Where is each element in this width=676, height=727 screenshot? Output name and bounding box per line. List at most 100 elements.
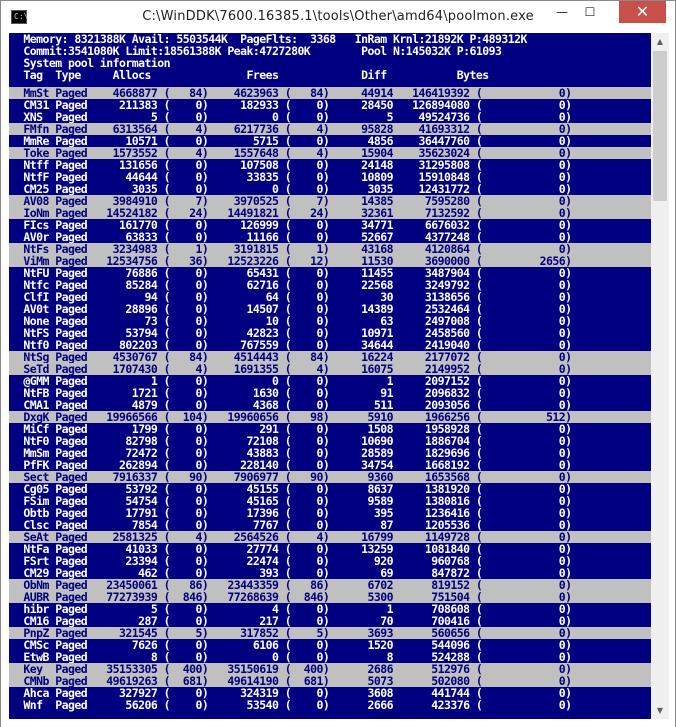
header-text: Tag Type Allocs Frees Diff Bytes [17,68,489,82]
pool-row-text: CMSc Paged 7626 ( 0) 6106 ( 0) 1520 5440… [17,638,572,652]
header-text: Commit:3541080K Limit:18561388K Peak:472… [17,44,502,58]
pool-row-text: NtFS Paged 53794 ( 0) 42823 ( 0) 10971 2… [17,326,572,340]
pool-row-text: Clsc Paged 7854 ( 0) 7767 ( 0) 87 120553… [17,518,572,532]
pool-row-text: CM25 Paged 3035 ( 0) 0 ( 0) 3035 1243177… [17,182,572,196]
pool-row-text: MmRe Paged 10571 ( 0) 5715 ( 0) 4856 364… [17,134,572,148]
pool-row-text: NtfF Paged 44644 ( 0) 33835 ( 0) 10809 1… [17,170,572,184]
pool-row-text: DxgK Paged 19966566 ( 104) 19960656 ( 98… [17,410,572,424]
pool-row: CM16 Paged 287 ( 0) 217 ( 0) 70 700416 (… [9,615,651,627]
pool-row: NtFa Paged 41033 ( 0) 27774 ( 0) 13259 1… [9,543,651,555]
scroll-down-arrow-icon[interactable]: ▼ [656,706,664,715]
pool-row: FMfn Paged 6313564 ( 4) 6217736 ( 4) 958… [9,123,651,135]
pool-row-text: Key Paged 35153305 ( 400) 35150619 ( 400… [17,662,572,676]
pool-row: NtfF Paged 44644 ( 0) 33835 ( 0) 10809 1… [9,171,651,183]
pool-row-text: Ntfc Paged 85284 ( 0) 62716 ( 0) 22568 3… [17,278,572,292]
pool-row-text: PfFK Paged 262894 ( 0) 228140 ( 0) 34754… [17,458,572,472]
header-text: System pool information [17,56,170,70]
header-line: Memory: 8321388K Avail: 5503544K PageFlt… [9,33,651,45]
pool-row: FIcs Paged 161770 ( 0) 126999 ( 0) 34771… [9,219,651,231]
pool-row: CMA1 Paged 4879 ( 0) 4368 ( 0) 511 20930… [9,399,651,411]
pool-row-text: SeTd Paged 1707430 ( 4) 1691355 ( 4) 160… [17,362,572,376]
pool-row: Ntf0 Paged 802203 ( 0) 767559 ( 0) 34644… [9,339,651,351]
pool-row-text: CM16 Paged 287 ( 0) 217 ( 0) 70 700416 (… [17,614,572,628]
pool-row: ViMm Paged 12534756 ( 36) 12523226 ( 12)… [9,255,651,267]
pool-row: PfFK Paged 262894 ( 0) 228140 ( 0) 34754… [9,459,651,471]
pool-row-text: NtFB Paged 1721 ( 0) 1630 ( 0) 91 209683… [17,386,572,400]
pool-row: EtwB Paged 8 ( 0) 0 ( 0) 8 524288 ( 0) [9,651,651,663]
pool-row-text: Obtb Paged 17791 ( 0) 17396 ( 0) 395 123… [17,506,572,520]
pool-row-text: XNS Paged 5 ( 0) 0 ( 0) 5 49524736 ( 0) [17,110,572,124]
pool-row-text: @GMM Paged 1 ( 0) 0 ( 0) 1 2097152 ( 0) [17,374,572,388]
pool-row: XNS Paged 5 ( 0) 0 ( 0) 5 49524736 ( 0) [9,111,651,123]
pool-row-text: Cg05 Paged 53792 ( 0) 45155 ( 0) 8637 13… [17,482,572,496]
pool-row: NtFB Paged 1721 ( 0) 1630 ( 0) 91 209683… [9,387,651,399]
pool-row-text: MiCf Paged 1799 ( 0) 291 ( 0) 1508 19589… [17,422,572,436]
pool-row-text: IoNm Paged 14524182 ( 24) 14491821 ( 24)… [17,206,572,220]
pool-row: CMNb Paged 49619263 ( 681) 49614190 ( 68… [9,675,651,687]
pool-row-text: CM31 Paged 211383 ( 0) 182933 ( 0) 28450… [17,98,572,112]
pool-row: AUBR Paged 77273939 ( 846) 77268639 ( 84… [9,591,651,603]
pool-row-text: Ntff Paged 131656 ( 0) 107508 ( 0) 24148… [17,158,572,172]
scroll-up-arrow-icon[interactable]: ▲ [656,37,664,46]
pool-row-text: CMA1 Paged 4879 ( 0) 4368 ( 0) 511 20930… [17,398,572,412]
pool-row-text: NtF0 Paged 82798 ( 0) 72108 ( 0) 10690 1… [17,434,572,448]
pool-row: CM25 Paged 3035 ( 0) 0 ( 0) 3035 1243177… [9,183,651,195]
pool-row-text: CMNb Paged 49619263 ( 681) 49614190 ( 68… [17,674,572,688]
pool-row: Sect Paged 7916337 ( 90) 7906977 ( 90) 9… [9,471,651,483]
pool-row: Cg05 Paged 53792 ( 0) 45155 ( 0) 8637 13… [9,483,651,495]
pool-row: NtFs Paged 3234983 ( 1) 3191815 ( 1) 431… [9,243,651,255]
pool-row: CMSc Paged 7626 ( 0) 6106 ( 0) 1520 5440… [9,639,651,651]
header-line: System pool information [9,57,651,69]
pool-row-text: ObNm Paged 23450061 ( 86) 23443359 ( 86)… [17,578,572,592]
pool-row-text: NtFs Paged 3234983 ( 1) 3191815 ( 1) 431… [17,242,572,256]
pool-row: NtF0 Paged 82798 ( 0) 72108 ( 0) 10690 1… [9,435,651,447]
pool-row: MmSm Paged 72472 ( 0) 43883 ( 0) 28589 1… [9,447,651,459]
pool-row: Toke Paged 1573552 ( 4) 1557648 ( 4) 159… [9,147,651,159]
pool-row-text: FMfn Paged 6313564 ( 4) 6217736 ( 4) 958… [17,122,572,136]
pool-row-text: ClfI Paged 94 ( 0) 64 ( 0) 30 3138656 ( … [17,290,572,304]
pool-row-text: AV0t Paged 28896 ( 0) 14507 ( 0) 14389 2… [17,302,572,316]
header-line: Tag Type Allocs Frees Diff Bytes [9,69,651,81]
pool-row: Wnf Paged 56206 ( 0) 53540 ( 0) 2666 423… [9,699,651,711]
pool-row-text: AV08 Paged 3984910 ( 7) 3970525 ( 7) 143… [17,194,572,208]
pool-row-text: NtFU Paged 76886 ( 0) 65431 ( 0) 11455 3… [17,266,572,280]
pool-row-text: Wnf Paged 56206 ( 0) 53540 ( 0) 2666 423… [17,698,572,712]
maximize-button[interactable]: ☐ [584,5,596,19]
pool-row: @GMM Paged 1 ( 0) 0 ( 0) 1 2097152 ( 0) [9,375,651,387]
pool-row-text: NtFa Paged 41033 ( 0) 27774 ( 0) 13259 1… [17,542,572,556]
pool-row: Ahca Paged 327927 ( 0) 324319 ( 0) 3608 … [9,687,651,699]
pool-row-text: NtSg Paged 4530767 ( 84) 4514443 ( 84) 1… [17,350,572,364]
console-icon-glyph: C:\ [14,12,29,21]
vertical-scrollbar[interactable]: ▲ ▼ [651,33,669,719]
close-button[interactable]: ✕ [619,1,666,23]
scroll-thumb[interactable] [653,51,667,201]
pool-row: Clsc Paged 7854 ( 0) 7767 ( 0) 87 120553… [9,519,651,531]
header-text: Memory: 8321388K Avail: 5503544K PageFlt… [17,33,527,46]
pool-row: NtFS Paged 53794 ( 0) 42823 ( 0) 10971 2… [9,327,651,339]
window-bottom-edge [1,719,675,727]
pool-row-text: FIcs Paged 161770 ( 0) 126999 ( 0) 34771… [17,218,572,232]
pool-row: NtSg Paged 4530767 ( 84) 4514443 ( 84) 1… [9,351,651,363]
title-bar[interactable]: C:\ C:\WinDDK\7600.16385.1\tools\Other\a… [1,1,675,34]
pool-row: CM31 Paged 211383 ( 0) 182933 ( 0) 28450… [9,99,651,111]
pool-row: ClfI Paged 94 ( 0) 64 ( 0) 30 3138656 ( … [9,291,651,303]
pool-row-text: MmSt Paged 4668877 ( 84) 4623963 ( 84) 4… [17,86,572,100]
pool-row: hibr Paged 5 ( 0) 4 ( 0) 1 708608 ( 0) [9,603,651,615]
console-output[interactable]: Memory: 8321388K Avail: 5503544K PageFlt… [9,33,651,719]
pool-row: ObNm Paged 23450061 ( 86) 23443359 ( 86)… [9,579,651,591]
console-icon[interactable]: C:\ [11,10,29,24]
pool-row: PnpZ Paged 321545 ( 5) 317852 ( 5) 3693 … [9,627,651,639]
minimize-button[interactable]: — [556,5,568,19]
pool-row-text: FSim Paged 54754 ( 0) 45165 ( 0) 9589 13… [17,494,572,508]
pool-row: NtFU Paged 76886 ( 0) 65431 ( 0) 11455 3… [9,267,651,279]
pool-row: MiCf Paged 1799 ( 0) 291 ( 0) 1508 19589… [9,423,651,435]
pool-row: MmRe Paged 10571 ( 0) 5715 ( 0) 4856 364… [9,135,651,147]
pool-row: Ntff Paged 131656 ( 0) 107508 ( 0) 24148… [9,159,651,171]
pool-row: DxgK Paged 19966566 ( 104) 19960656 ( 98… [9,411,651,423]
pool-row: SeAt Paged 2581325 ( 4) 2564526 ( 4) 167… [9,531,651,543]
pool-row: Ntfc Paged 85284 ( 0) 62716 ( 0) 22568 3… [9,279,651,291]
pool-row: AV08 Paged 3984910 ( 7) 3970525 ( 7) 143… [9,195,651,207]
header-line: Commit:3541080K Limit:18561388K Peak:472… [9,45,651,57]
pool-row-text: EtwB Paged 8 ( 0) 0 ( 0) 8 524288 ( 0) [17,650,572,664]
